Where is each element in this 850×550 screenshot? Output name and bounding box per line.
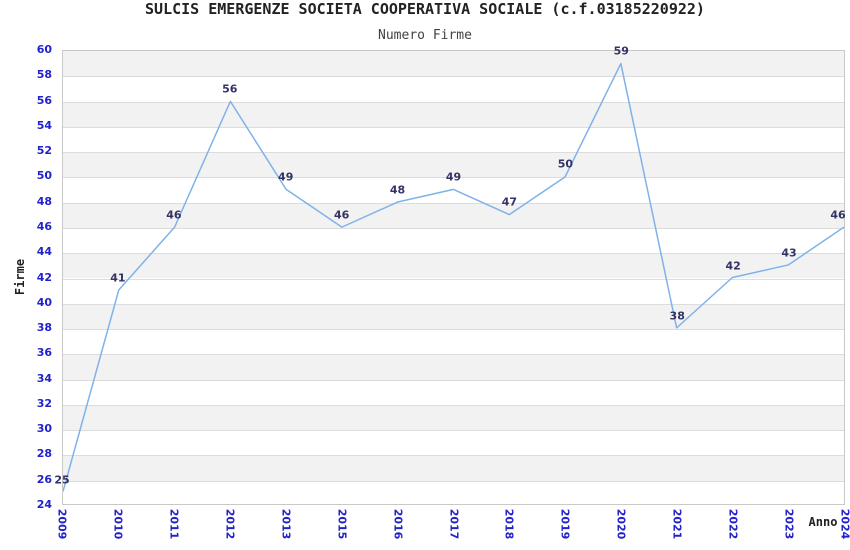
gridline <box>63 379 844 381</box>
x-tick-label: 2013 <box>279 508 293 540</box>
y-tick-label: 46 <box>36 219 52 233</box>
grid-band <box>63 404 844 431</box>
plot-area <box>62 50 845 505</box>
y-tick-label: 52 <box>36 144 52 158</box>
x-tick-label: 2009 <box>55 508 69 540</box>
gridline <box>63 126 844 128</box>
x-tick-label: 2019 <box>558 508 572 540</box>
grid-band <box>63 303 844 330</box>
y-tick-label: 42 <box>36 270 52 284</box>
gridline <box>63 152 844 154</box>
grid-band <box>63 51 844 77</box>
y-tick-label: 48 <box>36 194 52 208</box>
y-tick-label: 24 <box>36 498 52 511</box>
chart-subtitle: Numero Firme <box>378 28 472 43</box>
data-label: 43 <box>781 246 797 260</box>
y-tick-label: 54 <box>36 118 52 132</box>
y-tick-label: 26 <box>36 472 52 486</box>
y-tick-label: 58 <box>36 68 52 82</box>
x-tick-label: 2017 <box>447 508 460 540</box>
x-tick-label: 2022 <box>726 508 740 540</box>
data-label: 48 <box>389 183 406 197</box>
y-tick-label: 40 <box>36 295 52 309</box>
gridline <box>63 303 844 305</box>
data-label: 41 <box>110 271 126 285</box>
data-label: 56 <box>222 82 238 96</box>
data-label: 46 <box>333 208 350 222</box>
x-tick-label: 2015 <box>335 508 349 540</box>
gridline <box>63 202 844 204</box>
data-label: 42 <box>725 259 741 272</box>
y-tick-label: 56 <box>36 93 52 107</box>
x-tick-label: 2021 <box>670 508 684 540</box>
gridline <box>63 278 844 280</box>
y-tick-label: 28 <box>36 447 52 461</box>
y-tick-label: 38 <box>36 321 52 335</box>
gridline <box>63 404 844 406</box>
gridline <box>63 455 844 457</box>
chart-title: SULCIS EMERGENZE SOCIETA COOPERATIVA SOC… <box>145 0 705 18</box>
data-label: 49 <box>278 170 294 184</box>
gridline <box>63 430 844 432</box>
gridline <box>63 253 844 255</box>
grid-band <box>63 354 844 380</box>
x-tick-label: 2016 <box>391 508 405 540</box>
x-tick-label: 2012 <box>223 508 237 540</box>
data-label: 25 <box>54 473 70 487</box>
x-tick-label: 2020 <box>614 508 628 540</box>
x-tick-label: 2011 <box>167 508 181 540</box>
gridline <box>63 76 844 78</box>
gridline <box>63 329 844 331</box>
gridline <box>63 480 844 482</box>
y-tick-label: 36 <box>36 346 52 360</box>
gridline <box>63 354 844 356</box>
line-series <box>63 62 844 492</box>
gridline <box>63 227 844 229</box>
y-tick-label: 34 <box>36 371 52 385</box>
x-tick-label: 2010 <box>111 508 125 540</box>
grid-band <box>63 455 844 481</box>
y-tick-label: 30 <box>36 422 52 436</box>
data-label: 50 <box>557 157 573 171</box>
x-tick-label: 2018 <box>502 508 516 540</box>
data-label: 38 <box>669 309 685 323</box>
y-tick-label: 44 <box>36 245 52 259</box>
line-series-svg <box>63 62 844 492</box>
grid-band <box>63 253 844 279</box>
data-label: 46 <box>830 208 846 222</box>
data-label: 59 <box>613 44 629 58</box>
grid-band <box>63 101 844 127</box>
x-tick-label: 2023 <box>782 508 796 540</box>
data-label: 49 <box>445 170 462 184</box>
y-tick-label: 60 <box>36 43 52 56</box>
gridline <box>63 101 844 103</box>
y-tick-label: 50 <box>36 169 52 183</box>
grid-band <box>63 202 844 228</box>
data-label: 46 <box>166 208 182 222</box>
data-label: 47 <box>501 195 518 209</box>
gridline <box>63 177 844 179</box>
grid-band <box>63 152 844 178</box>
x-tick-label: 2024 <box>838 508 850 540</box>
x-axis-title: Anno <box>808 515 838 529</box>
y-tick-label: 32 <box>36 396 52 410</box>
